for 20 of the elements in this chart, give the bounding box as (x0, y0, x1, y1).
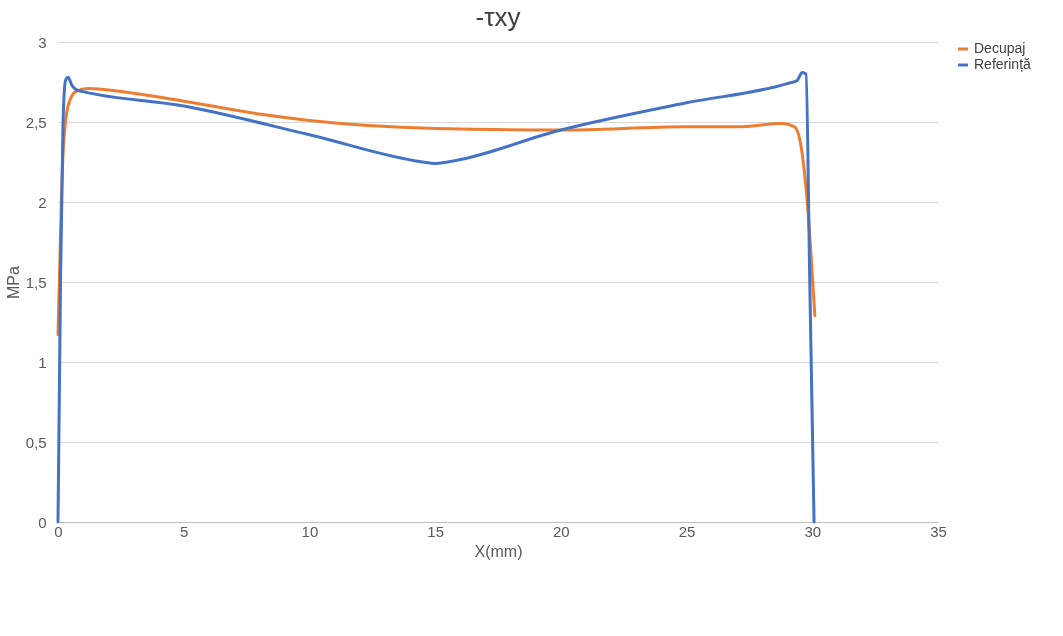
x-tick-label: 5 (180, 522, 189, 540)
x-tick-label: 35 (930, 522, 947, 540)
y-axis-title: MPa (4, 265, 22, 299)
x-axis-title: X(mm) (474, 542, 523, 560)
y-tick-label: 2 (38, 193, 47, 211)
y-tick-label: 1 (38, 353, 47, 371)
x-tick-label: 30 (804, 522, 822, 540)
legend-label: Referință (974, 56, 1032, 72)
chart-title: -τxy (475, 2, 521, 32)
x-tick-label: 20 (553, 522, 570, 540)
y-tick-label: 1,5 (25, 273, 47, 291)
line-series (56, 70, 816, 524)
y-tick-label: 0,5 (25, 433, 47, 451)
x-tick-label: 0 (54, 522, 63, 540)
x-tick-label: 10 (301, 522, 319, 540)
y-tick-label: 2,5 (25, 113, 47, 131)
y-tick-label: 3 (38, 33, 47, 51)
x-tick-label: 25 (678, 522, 696, 540)
x-tick-label: 15 (427, 522, 444, 540)
legend-label: Decupaj (974, 40, 1026, 56)
